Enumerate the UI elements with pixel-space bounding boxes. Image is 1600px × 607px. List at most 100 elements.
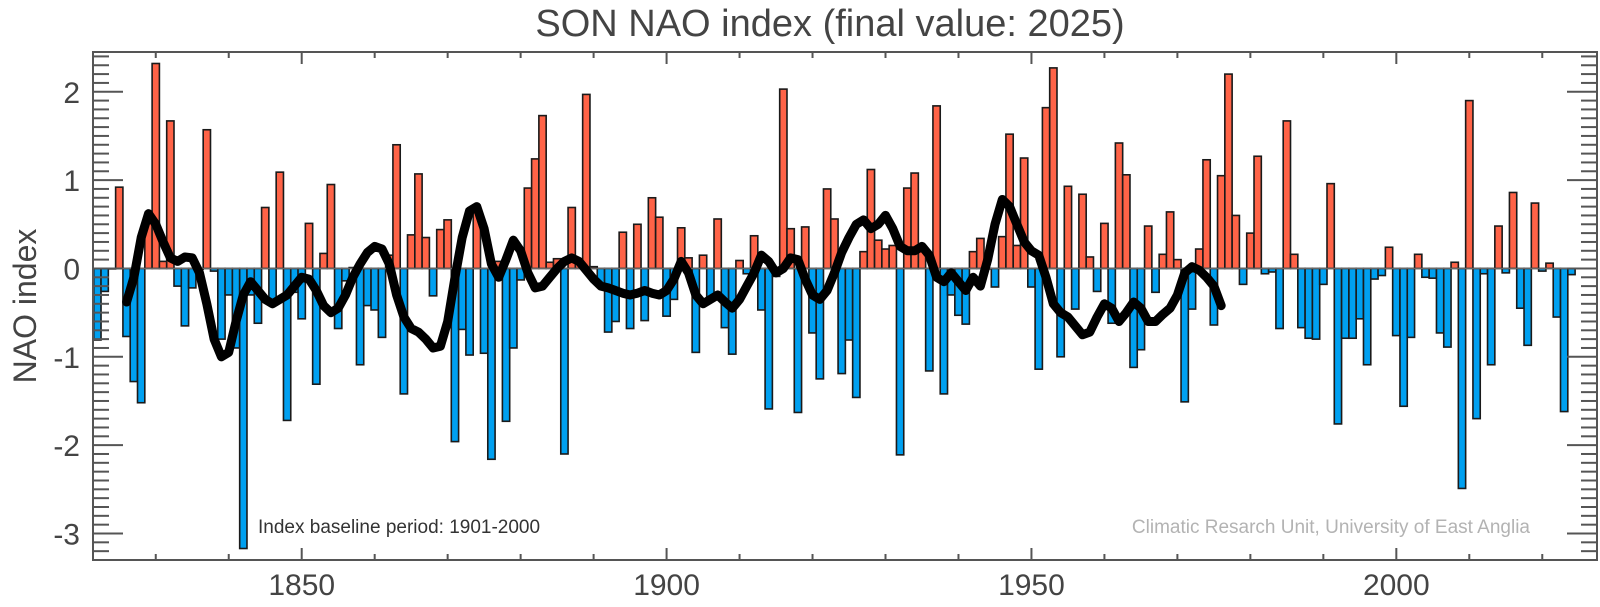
bar-2007 bbox=[1442, 267, 1452, 348]
bar-1984 bbox=[1275, 267, 1285, 330]
bar-1854 bbox=[326, 183, 336, 270]
credit-note: Climatic Resarch Unit, University of Eas… bbox=[1132, 517, 1531, 538]
y-axis-label: NAO index bbox=[7, 229, 43, 384]
bar-1878 bbox=[501, 267, 511, 423]
bar-2021 bbox=[1545, 262, 1555, 270]
x-tick-label-1900: 1900 bbox=[633, 569, 700, 602]
bar-1930 bbox=[881, 248, 890, 270]
bar-1882 bbox=[530, 158, 540, 270]
bar-1980 bbox=[1245, 232, 1255, 270]
bar-1916 bbox=[778, 88, 788, 270]
bar-1924 bbox=[837, 267, 847, 375]
bar-1990 bbox=[1318, 267, 1328, 286]
y-tick-label-2: 2 bbox=[63, 77, 80, 110]
bar-1991 bbox=[1326, 182, 1336, 270]
bar-2011 bbox=[1472, 267, 1482, 420]
bar-1960 bbox=[1099, 222, 1109, 270]
y-tick-label-0: 0 bbox=[63, 253, 80, 286]
bar-2004 bbox=[1421, 267, 1430, 279]
bar-1899 bbox=[654, 216, 664, 270]
bar-1963 bbox=[1121, 174, 1131, 270]
bar-1876 bbox=[486, 267, 496, 461]
bar-1993 bbox=[1340, 267, 1350, 340]
bar-2017 bbox=[1515, 267, 1525, 310]
bar-1872 bbox=[457, 267, 467, 331]
bars-group bbox=[93, 62, 1576, 550]
bar-1957 bbox=[1078, 193, 1087, 270]
bar-1921 bbox=[815, 267, 825, 380]
bar-1913 bbox=[756, 267, 766, 311]
bar-2010 bbox=[1464, 99, 1474, 270]
bar-1873 bbox=[465, 267, 474, 356]
bar-2012 bbox=[1479, 267, 1489, 275]
chart-title: SON NAO index (final value: 2025) bbox=[535, 3, 1124, 45]
y-tick-label-1: 1 bbox=[63, 165, 80, 198]
baseline-note: Index baseline period: 1901-2000 bbox=[258, 517, 540, 538]
bar-1985 bbox=[1282, 120, 1292, 270]
bar-1988 bbox=[1304, 267, 1314, 340]
bar-1953 bbox=[1048, 67, 1058, 270]
bar-2002 bbox=[1406, 267, 1416, 339]
bar-1962 bbox=[1114, 142, 1124, 270]
bar-1992 bbox=[1333, 267, 1343, 425]
bar-1952 bbox=[1041, 106, 1051, 270]
bar-1823 bbox=[100, 267, 110, 293]
bar-1978 bbox=[1231, 214, 1241, 270]
bar-1833 bbox=[173, 267, 183, 287]
bar-1989 bbox=[1311, 267, 1321, 340]
x-tick-label-2000: 2000 bbox=[1363, 569, 1430, 602]
bar-2014 bbox=[1494, 225, 1503, 270]
bar-1858 bbox=[355, 267, 365, 366]
bar-1966 bbox=[1143, 225, 1153, 270]
bar-1840 bbox=[224, 267, 234, 296]
bar-1955 bbox=[1063, 185, 1073, 270]
bar-1969 bbox=[1165, 211, 1175, 270]
bar-1968 bbox=[1158, 253, 1168, 270]
bar-1870 bbox=[443, 219, 453, 270]
bar-1996 bbox=[1362, 267, 1372, 366]
bar-1847 bbox=[275, 171, 285, 270]
bar-1896 bbox=[632, 223, 642, 270]
bar-1866 bbox=[414, 173, 423, 270]
bar-1922 bbox=[822, 188, 832, 270]
bar-1918 bbox=[793, 267, 803, 414]
bar-1936 bbox=[924, 267, 934, 372]
bar-1977 bbox=[1224, 73, 1233, 270]
bar-1907 bbox=[713, 218, 723, 270]
bar-1914 bbox=[764, 267, 774, 410]
bar-1951 bbox=[1034, 267, 1044, 370]
bar-1889 bbox=[581, 93, 591, 270]
bar-1979 bbox=[1238, 267, 1248, 286]
bar-1859 bbox=[362, 267, 372, 307]
bar-1997 bbox=[1369, 267, 1379, 280]
bar-1946 bbox=[997, 235, 1007, 270]
bar-1845 bbox=[260, 206, 270, 270]
bar-1929 bbox=[873, 239, 883, 270]
bar-2008 bbox=[1450, 261, 1460, 270]
bar-1933 bbox=[902, 187, 912, 270]
bar-1945 bbox=[990, 267, 1000, 288]
bar-1982 bbox=[1260, 267, 1270, 275]
bar-1959 bbox=[1092, 267, 1102, 293]
bar-1869 bbox=[435, 228, 445, 270]
bar-1981 bbox=[1253, 155, 1263, 270]
bar-1894 bbox=[618, 231, 628, 270]
plot-frame bbox=[92, 51, 1598, 561]
bar-1995 bbox=[1355, 267, 1365, 320]
bar-1932 bbox=[895, 267, 905, 456]
bar-1828 bbox=[136, 267, 146, 404]
y-tick-label--2: -2 bbox=[53, 430, 80, 463]
bar-1910 bbox=[735, 259, 745, 270]
bar-2013 bbox=[1486, 267, 1496, 366]
bar-1846 bbox=[268, 267, 277, 302]
bar-1931 bbox=[888, 244, 898, 270]
bar-1898 bbox=[647, 196, 657, 270]
bar-1926 bbox=[851, 267, 861, 399]
bar-1986 bbox=[1289, 253, 1299, 270]
bar-1851 bbox=[304, 222, 314, 270]
bar-1938 bbox=[939, 267, 949, 395]
bar-1834 bbox=[180, 267, 190, 327]
tick-labels-group: 1850 1900 1950 2000 -3 -2 -1 0 1 2 bbox=[53, 77, 1429, 602]
bar-1998 bbox=[1377, 267, 1387, 277]
